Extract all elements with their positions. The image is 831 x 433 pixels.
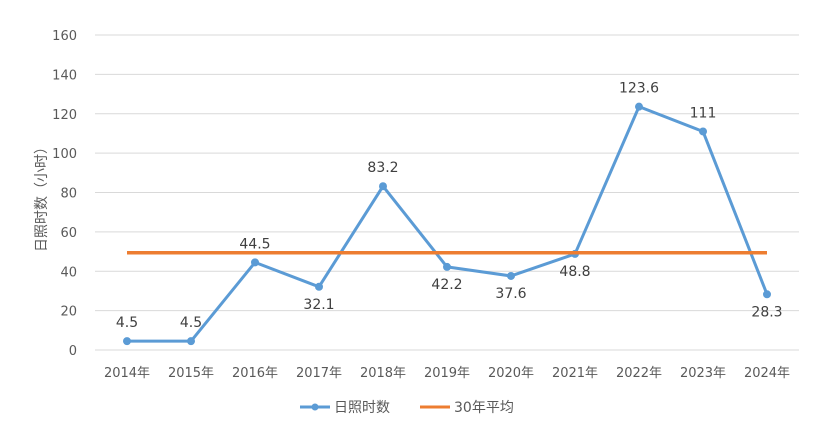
x-tick-label: 2021年 (552, 366, 598, 381)
x-tick-label: 2014年 (104, 366, 150, 381)
data-label: 4.5 (116, 315, 138, 331)
data-label: 44.5 (239, 236, 270, 252)
x-axis-ticks: 2014年 2015年 2016年 2017年 2018年 2019年 2020年 2021年… (104, 366, 790, 381)
data-point (507, 271, 515, 280)
legend-label: 30年平均 (454, 400, 514, 416)
x-tick-label: 2017年 (296, 366, 342, 381)
x-tick-label: 2016年 (232, 366, 278, 381)
legend: 日照时数 30年平均 (300, 400, 514, 416)
data-label: 42.2 (431, 277, 462, 293)
y-tick-label: 120 (52, 108, 77, 123)
data-point (763, 290, 771, 299)
y-tick-label: 20 (60, 305, 77, 320)
x-tick-label: 2024年 (744, 366, 790, 381)
x-tick-label: 2018年 (360, 366, 406, 381)
data-point (251, 258, 259, 267)
data-label: 111 (690, 105, 717, 121)
data-point (187, 337, 195, 346)
legend-label: 日照时数 (334, 400, 390, 416)
data-label: 32.1 (303, 297, 334, 313)
y-tick-label: 40 (60, 265, 77, 280)
x-tick-label: 2023年 (680, 366, 726, 381)
y-tick-label: 100 (52, 147, 77, 162)
y-tick-label: 60 (60, 226, 77, 241)
data-point (635, 102, 643, 111)
data-point (699, 127, 707, 136)
data-label: 28.3 (751, 304, 782, 320)
y-axis-ticks: 0 20 40 60 80 100 120 140 160 (52, 29, 77, 359)
y-tick-label: 0 (69, 344, 77, 359)
data-label: 4.5 (180, 315, 202, 331)
data-point (315, 282, 323, 291)
data-label: 83.2 (367, 160, 398, 176)
series-lines (123, 102, 771, 346)
y-tick-label: 80 (60, 187, 77, 202)
x-tick-label: 2020年 (488, 366, 534, 381)
y-tick-label: 140 (52, 68, 77, 83)
gridlines (95, 34, 799, 351)
data-point (443, 262, 451, 271)
x-tick-label: 2022年 (616, 366, 662, 381)
x-tick-label: 2019年 (424, 366, 470, 381)
data-label: 123.6 (619, 81, 659, 97)
data-point (379, 182, 387, 191)
y-tick-label: 160 (52, 29, 77, 44)
y-axis-label: 日照时数（小时） (34, 140, 50, 252)
data-label: 48.8 (559, 264, 590, 280)
data-labels: 4.5 4.5 44.5 32.1 83.2 42.2 37.6 48.8 123.6 111 28… (116, 81, 783, 331)
data-point (123, 337, 131, 346)
x-tick-label: 2015年 (168, 366, 214, 381)
series-line-sunshine-hours (127, 105, 769, 343)
legend-marker (311, 403, 319, 411)
data-label: 37.6 (495, 286, 526, 302)
